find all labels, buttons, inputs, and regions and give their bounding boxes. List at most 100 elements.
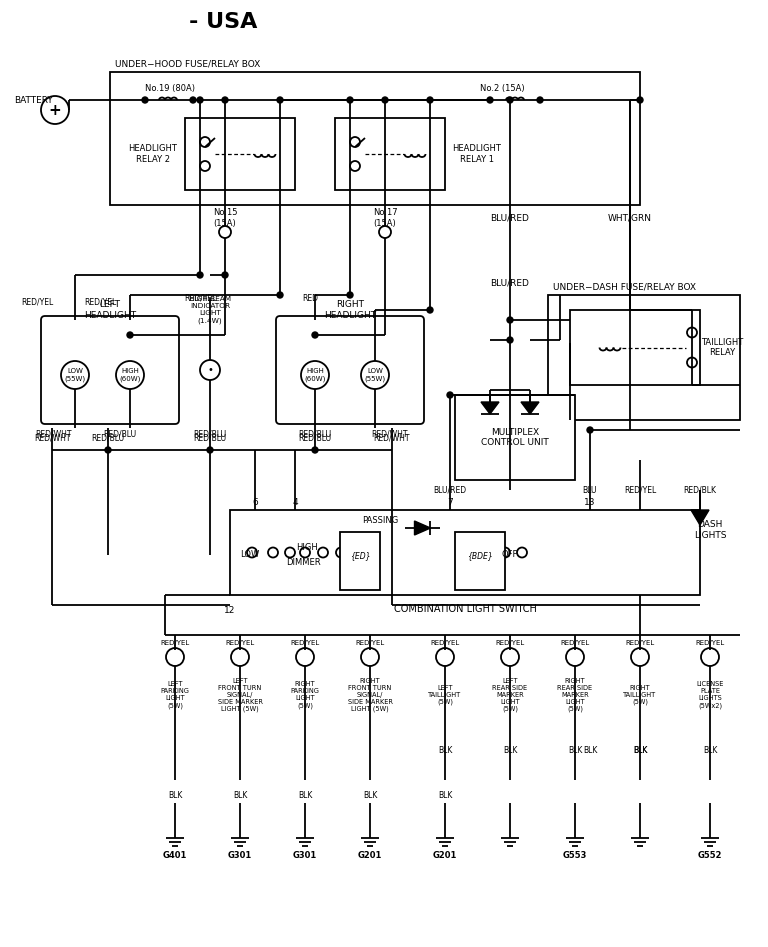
Text: BLK: BLK: [168, 791, 182, 799]
Text: DIMMER: DIMMER: [286, 558, 320, 567]
Text: HIGH: HIGH: [296, 543, 318, 552]
Text: 6: 6: [252, 497, 258, 507]
Circle shape: [350, 161, 360, 171]
Circle shape: [500, 547, 510, 558]
Text: G201: G201: [433, 850, 457, 860]
Bar: [335, 118, 445, 190]
Circle shape: [219, 226, 231, 238]
Text: No.17
(15A): No.17 (15A): [372, 208, 397, 227]
Text: DASH
LIGHTS: DASH LIGHTS: [694, 520, 727, 540]
Text: 7: 7: [447, 497, 453, 507]
Text: RED/YEL: RED/YEL: [290, 640, 319, 646]
Circle shape: [277, 97, 283, 103]
Circle shape: [312, 332, 318, 338]
Circle shape: [631, 648, 649, 666]
Text: RED/YEL: RED/YEL: [184, 294, 216, 302]
Text: RED/YEL: RED/YEL: [84, 297, 116, 307]
Circle shape: [501, 648, 519, 666]
Circle shape: [61, 361, 89, 389]
Bar: [340, 532, 380, 590]
Circle shape: [116, 361, 144, 389]
Text: RED/BLK: RED/BLK: [684, 486, 717, 494]
Text: 13: 13: [584, 497, 596, 507]
Text: RED/YEL: RED/YEL: [495, 640, 525, 646]
Text: BLK: BLK: [633, 745, 647, 755]
Text: - USA: - USA: [188, 12, 257, 32]
Circle shape: [222, 272, 228, 278]
Bar: [455, 395, 575, 480]
Text: HEADLIGHT
RELAY 2: HEADLIGHT RELAY 2: [128, 144, 177, 164]
Text: PASSING: PASSING: [362, 515, 398, 525]
Bar: [548, 295, 740, 420]
Text: G301: G301: [228, 850, 252, 860]
Text: 12: 12: [224, 605, 236, 615]
Circle shape: [507, 97, 513, 103]
Text: BLK: BLK: [503, 745, 517, 755]
Circle shape: [197, 272, 203, 278]
Text: BLK: BLK: [438, 745, 452, 755]
Circle shape: [207, 447, 213, 453]
Text: No.15
(15A): No.15 (15A): [213, 208, 237, 227]
Circle shape: [566, 648, 584, 666]
Circle shape: [277, 292, 283, 298]
Text: RED: RED: [302, 294, 318, 302]
Text: OFF: OFF: [502, 550, 518, 559]
Text: G301: G301: [293, 850, 317, 860]
Text: RED/BLU: RED/BLU: [91, 434, 124, 442]
Circle shape: [537, 97, 543, 103]
Text: RIGHT
REAR SIDE
MARKER
LIGHT
(5W): RIGHT REAR SIDE MARKER LIGHT (5W): [558, 678, 593, 712]
Text: RED/WHT: RED/WHT: [34, 434, 70, 442]
Circle shape: [436, 648, 454, 666]
Circle shape: [200, 360, 220, 380]
Circle shape: [379, 226, 391, 238]
Text: LEFT
REAR SIDE
MARKER
LIGHT
(5W): LEFT REAR SIDE MARKER LIGHT (5W): [492, 678, 528, 712]
Circle shape: [197, 97, 203, 103]
Text: BLK: BLK: [633, 745, 647, 755]
Text: +: +: [48, 102, 61, 117]
Text: {ED}: {ED}: [349, 551, 370, 560]
Polygon shape: [481, 402, 499, 414]
Circle shape: [268, 547, 278, 558]
Text: RED/BLU: RED/BLU: [299, 434, 332, 442]
Circle shape: [200, 161, 210, 171]
Text: RIGHT
TAILLIGHT
(5W): RIGHT TAILLIGHT (5W): [624, 685, 657, 706]
Text: RED/YEL: RED/YEL: [695, 640, 725, 646]
Text: BLU: BLU: [583, 486, 598, 494]
Circle shape: [190, 97, 196, 103]
Bar: [185, 118, 295, 190]
Circle shape: [361, 648, 379, 666]
Text: RED/WHT: RED/WHT: [35, 430, 71, 438]
Text: HIGH BEAM
INDICATOR
LIGHT
(1.4W): HIGH BEAM INDICATOR LIGHT (1.4W): [189, 296, 231, 324]
Circle shape: [127, 332, 133, 338]
Circle shape: [507, 337, 513, 343]
Text: RED/BLU: RED/BLU: [299, 430, 332, 438]
Circle shape: [41, 96, 69, 124]
Circle shape: [350, 137, 360, 147]
Text: RED/BLU: RED/BLU: [194, 430, 227, 438]
Circle shape: [285, 547, 295, 558]
Circle shape: [166, 648, 184, 666]
Circle shape: [200, 137, 210, 147]
Circle shape: [701, 648, 719, 666]
Circle shape: [507, 317, 513, 323]
Text: RED/YEL: RED/YEL: [430, 640, 459, 646]
Text: G401: G401: [163, 850, 187, 860]
Text: RIGHT
HEADLIGHT: RIGHT HEADLIGHT: [324, 300, 376, 320]
Bar: [570, 310, 700, 385]
Text: {BDE}: {BDE}: [467, 551, 493, 560]
Text: BLK: BLK: [233, 791, 247, 799]
Text: COMBINATION LIGHT SWITCH: COMBINATION LIGHT SWITCH: [393, 604, 536, 614]
Text: LOW
(55W): LOW (55W): [365, 368, 386, 382]
Text: LEFT
FRONT TURN
SIGNAL/
SIDE MARKER
LIGHT (5W): LEFT FRONT TURN SIGNAL/ SIDE MARKER LIGH…: [217, 678, 263, 712]
Circle shape: [687, 328, 697, 337]
Circle shape: [142, 97, 148, 103]
Text: BLK: BLK: [298, 791, 312, 799]
Text: LICENSE
PLATE
LIGHTS
(5Wx2): LICENSE PLATE LIGHTS (5Wx2): [697, 681, 723, 708]
Text: No.2 (15A): No.2 (15A): [480, 83, 525, 93]
Text: UNDER−DASH FUSE/RELAY BOX: UNDER−DASH FUSE/RELAY BOX: [553, 282, 696, 292]
Circle shape: [637, 97, 643, 103]
Polygon shape: [415, 521, 431, 535]
FancyBboxPatch shape: [276, 316, 424, 424]
Text: BLK: BLK: [438, 791, 452, 799]
Circle shape: [382, 97, 388, 103]
